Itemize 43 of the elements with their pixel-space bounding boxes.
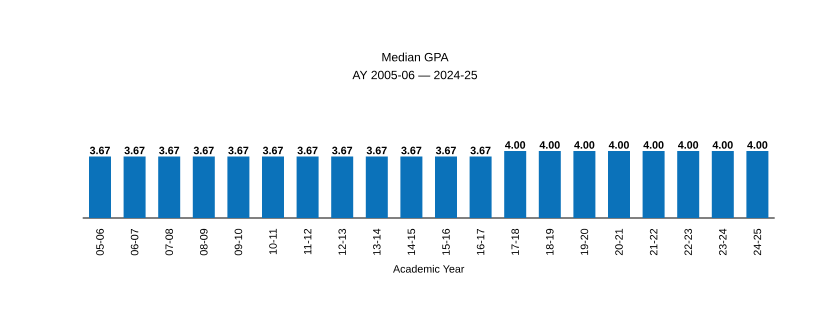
- x-tick-label: 19-20: [580, 228, 588, 255]
- data-label: 4.00: [712, 141, 733, 149]
- x-tick-label: 07-08: [165, 228, 173, 256]
- data-label: 3.67: [470, 146, 491, 154]
- x-tick-label: 15-16: [442, 228, 450, 255]
- x-tick-label: 13-14: [373, 228, 381, 255]
- data-label: 3.67: [262, 146, 283, 154]
- x-tick-label: 10-11: [269, 228, 277, 254]
- x-tick-label: 24-25: [754, 228, 762, 256]
- data-label: 4.00: [678, 141, 698, 149]
- data-label: 3.67: [332, 146, 352, 154]
- data-label: 4.00: [540, 141, 560, 149]
- data-label: 3.67: [159, 146, 180, 154]
- data-label: 4.00: [643, 141, 664, 149]
- x-tick-label: 20-21: [615, 228, 623, 256]
- data-label: 3.67: [194, 146, 214, 154]
- x-tick-label: 14-15: [408, 228, 416, 255]
- data-label: 4.00: [608, 141, 629, 149]
- x-tick-label: 22-23: [684, 228, 692, 256]
- data-label: 4.00: [747, 141, 768, 149]
- x-tick-label: 05-06: [96, 228, 104, 256]
- x-tick-label: 12-13: [338, 228, 346, 255]
- x-axis-title: Academic Year: [393, 264, 464, 273]
- x-tick-label: 23-24: [719, 228, 727, 256]
- data-label: 3.67: [297, 146, 318, 154]
- data-label: 3.67: [124, 146, 145, 154]
- data-label: 3.67: [436, 146, 456, 154]
- data-label: 3.67: [228, 146, 248, 154]
- x-tick-label: 11-12: [304, 228, 312, 254]
- x-tick-label: 06-07: [130, 228, 138, 256]
- chart-subtitle: AY 2005-06 — 2024-25: [352, 70, 478, 80]
- x-tick-label: 08-09: [200, 228, 208, 256]
- x-tick-label: 17-18: [511, 228, 519, 255]
- data-label: 4.00: [504, 141, 526, 149]
- x-tick-label: 18-19: [546, 228, 554, 255]
- data-label: 3.67: [366, 146, 387, 154]
- x-tick-label: 16-17: [476, 228, 484, 255]
- chart-title: Median GPA: [382, 52, 449, 62]
- x-tick-label: 09-10: [234, 228, 242, 256]
- x-tick-label: 21-22: [650, 228, 658, 256]
- data-label: 3.67: [90, 146, 110, 154]
- data-label: 4.00: [574, 141, 594, 149]
- data-label: 3.67: [401, 146, 422, 154]
